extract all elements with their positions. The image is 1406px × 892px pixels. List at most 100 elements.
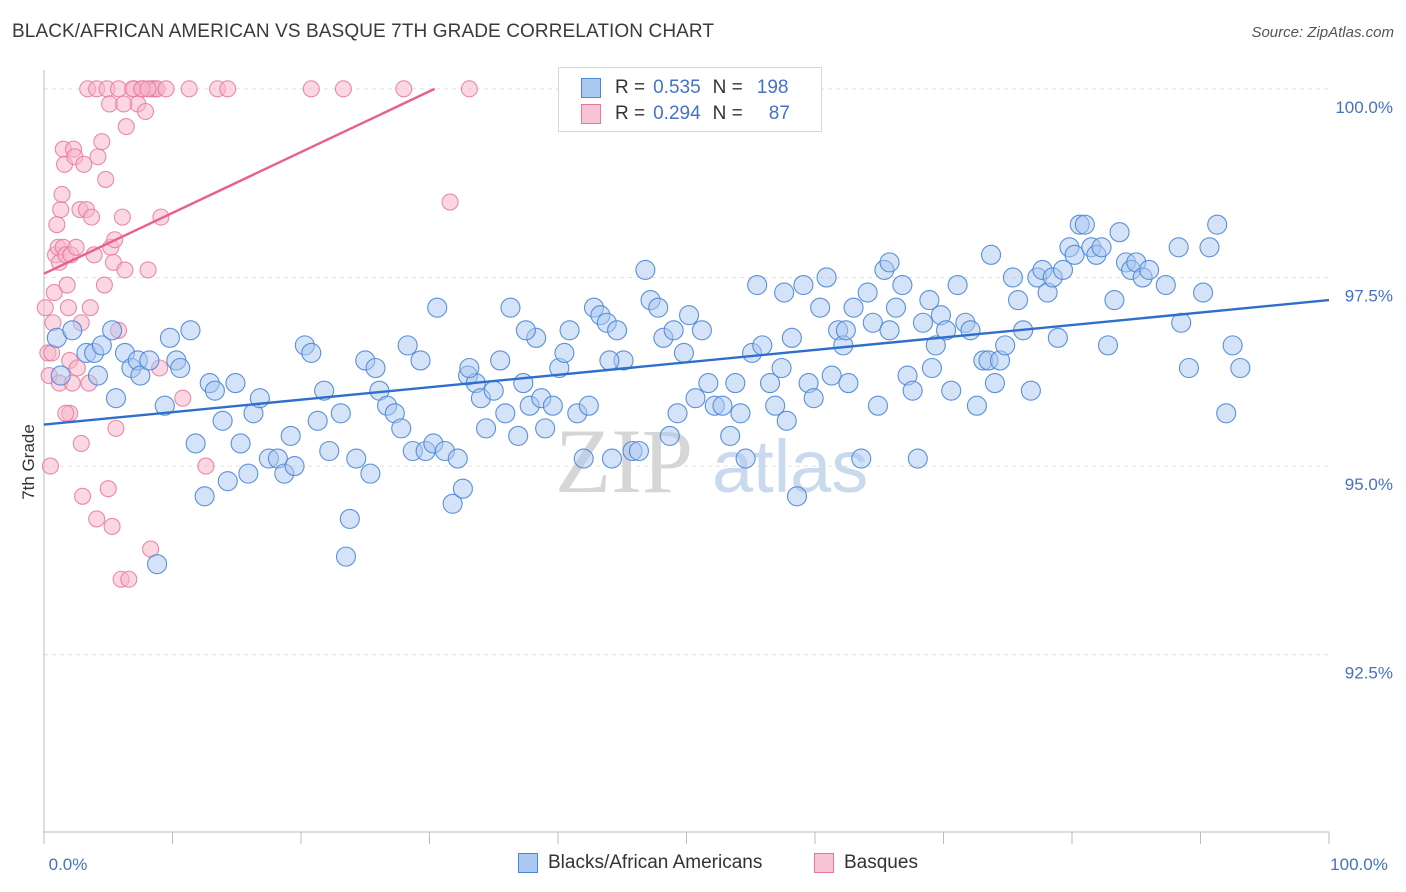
blacks-point	[1155, 274, 1176, 296]
legend-n-label: N =	[712, 77, 743, 98]
blacks-point	[843, 297, 864, 318]
basques-point	[58, 276, 76, 294]
basques-point	[302, 80, 320, 98]
blacks-point	[1199, 237, 1220, 258]
blacks-point	[102, 320, 123, 341]
blacks-point	[907, 448, 928, 469]
y-axis-title: 7th Grade	[19, 424, 38, 500]
y-tick-label: 100.0%	[1335, 98, 1393, 117]
blacks-point	[628, 440, 650, 462]
legend-n-value: 87	[768, 103, 790, 124]
blacks-point	[427, 297, 448, 318]
blacks-point	[397, 335, 418, 356]
blacks-point	[1104, 290, 1125, 311]
basques-point	[48, 216, 66, 234]
blacks-point	[810, 297, 831, 318]
blacks-point	[365, 357, 386, 379]
blacks-point	[180, 320, 201, 341]
basques-point	[103, 517, 121, 535]
basques-point	[93, 133, 111, 151]
legend-n-value: 198	[756, 77, 789, 98]
blacks-point	[879, 252, 900, 273]
blacks-point	[230, 433, 251, 454]
legend-row-blacks: R = 0.535 N = 198	[581, 76, 788, 100]
blacks-point	[712, 395, 733, 416]
bottom-legend-basques: Basques	[814, 852, 918, 874]
chart-title: BLACK/AFRICAN AMERICAN VS BASQUE 7TH GRA…	[12, 21, 715, 42]
blacks-point	[360, 463, 381, 484]
blacks-point	[835, 320, 856, 341]
blacks-point	[1222, 335, 1243, 356]
blacks-point	[781, 327, 802, 348]
blacks-point	[447, 448, 468, 469]
blacks-point	[857, 282, 878, 303]
basques-point	[117, 118, 135, 136]
blacks-point	[410, 350, 431, 371]
basques-point	[41, 457, 59, 475]
legend-r-label: R =	[615, 77, 646, 98]
blacks-point	[391, 418, 412, 439]
blacks-point	[765, 395, 786, 416]
blacks-point	[280, 425, 301, 446]
blacks-point	[892, 274, 913, 296]
blacks-point	[648, 297, 669, 318]
basques-point	[460, 80, 478, 98]
blacks-point	[217, 471, 238, 492]
y-tick-label: 95.0%	[1345, 475, 1393, 494]
basques-point	[441, 193, 459, 211]
basques-point	[120, 570, 138, 588]
x-tick-label: 0.0%	[49, 855, 88, 874]
basques-point	[97, 170, 115, 188]
blacks-point	[554, 342, 575, 363]
basques-point	[113, 208, 131, 226]
blacks-point	[720, 425, 741, 446]
basques-point	[45, 284, 63, 302]
blacks-point	[1230, 357, 1251, 379]
basques-trend-line	[43, 87, 436, 275]
blacks-point	[50, 365, 71, 386]
basques-point	[139, 80, 157, 98]
blacks-point	[339, 508, 360, 529]
blacks-point	[902, 380, 923, 401]
basques-point	[89, 148, 107, 166]
blacks-point	[335, 546, 357, 567]
blacks-point	[673, 342, 694, 363]
blacks-point	[936, 320, 957, 341]
blacks-point	[459, 357, 480, 379]
blacks-point	[984, 373, 1005, 394]
blacks-point	[1168, 237, 1189, 258]
blacks-point	[599, 350, 620, 371]
blacks-point	[759, 373, 781, 394]
blacks-point	[212, 410, 233, 431]
legend-n-label: N =	[712, 103, 743, 124]
blacks-point	[159, 327, 180, 348]
blacks-point	[91, 335, 112, 356]
blacks-point	[490, 350, 511, 371]
basques-point	[53, 185, 71, 204]
blacks-point	[508, 425, 529, 446]
basques-point	[52, 201, 70, 219]
blacks-point	[1047, 327, 1068, 348]
y-tick-label: 97.5%	[1345, 286, 1393, 305]
basques-point	[59, 299, 77, 317]
blacks-point	[947, 274, 968, 296]
blacks-point	[960, 320, 981, 341]
blacks-point	[980, 244, 1002, 265]
blacks-point	[1216, 403, 1237, 424]
blacks-point	[698, 373, 719, 394]
legend-r-value: 0.535	[653, 77, 701, 98]
blacks-point	[319, 440, 340, 462]
blacks-point	[885, 297, 907, 318]
blacks-point	[601, 448, 623, 469]
blacks-point	[1007, 290, 1029, 311]
blacks-point	[330, 403, 351, 424]
blacks-point	[659, 425, 680, 446]
basques-point	[197, 457, 215, 475]
bottom-legend-swatch-pink	[814, 853, 834, 873]
basques-point	[74, 487, 92, 505]
blacks-point	[1064, 244, 1085, 265]
legend: R = 0.535 N = 198 R = 0.294 N = 87	[558, 67, 822, 132]
blacks-point	[803, 388, 824, 409]
blacks-point	[62, 320, 83, 341]
